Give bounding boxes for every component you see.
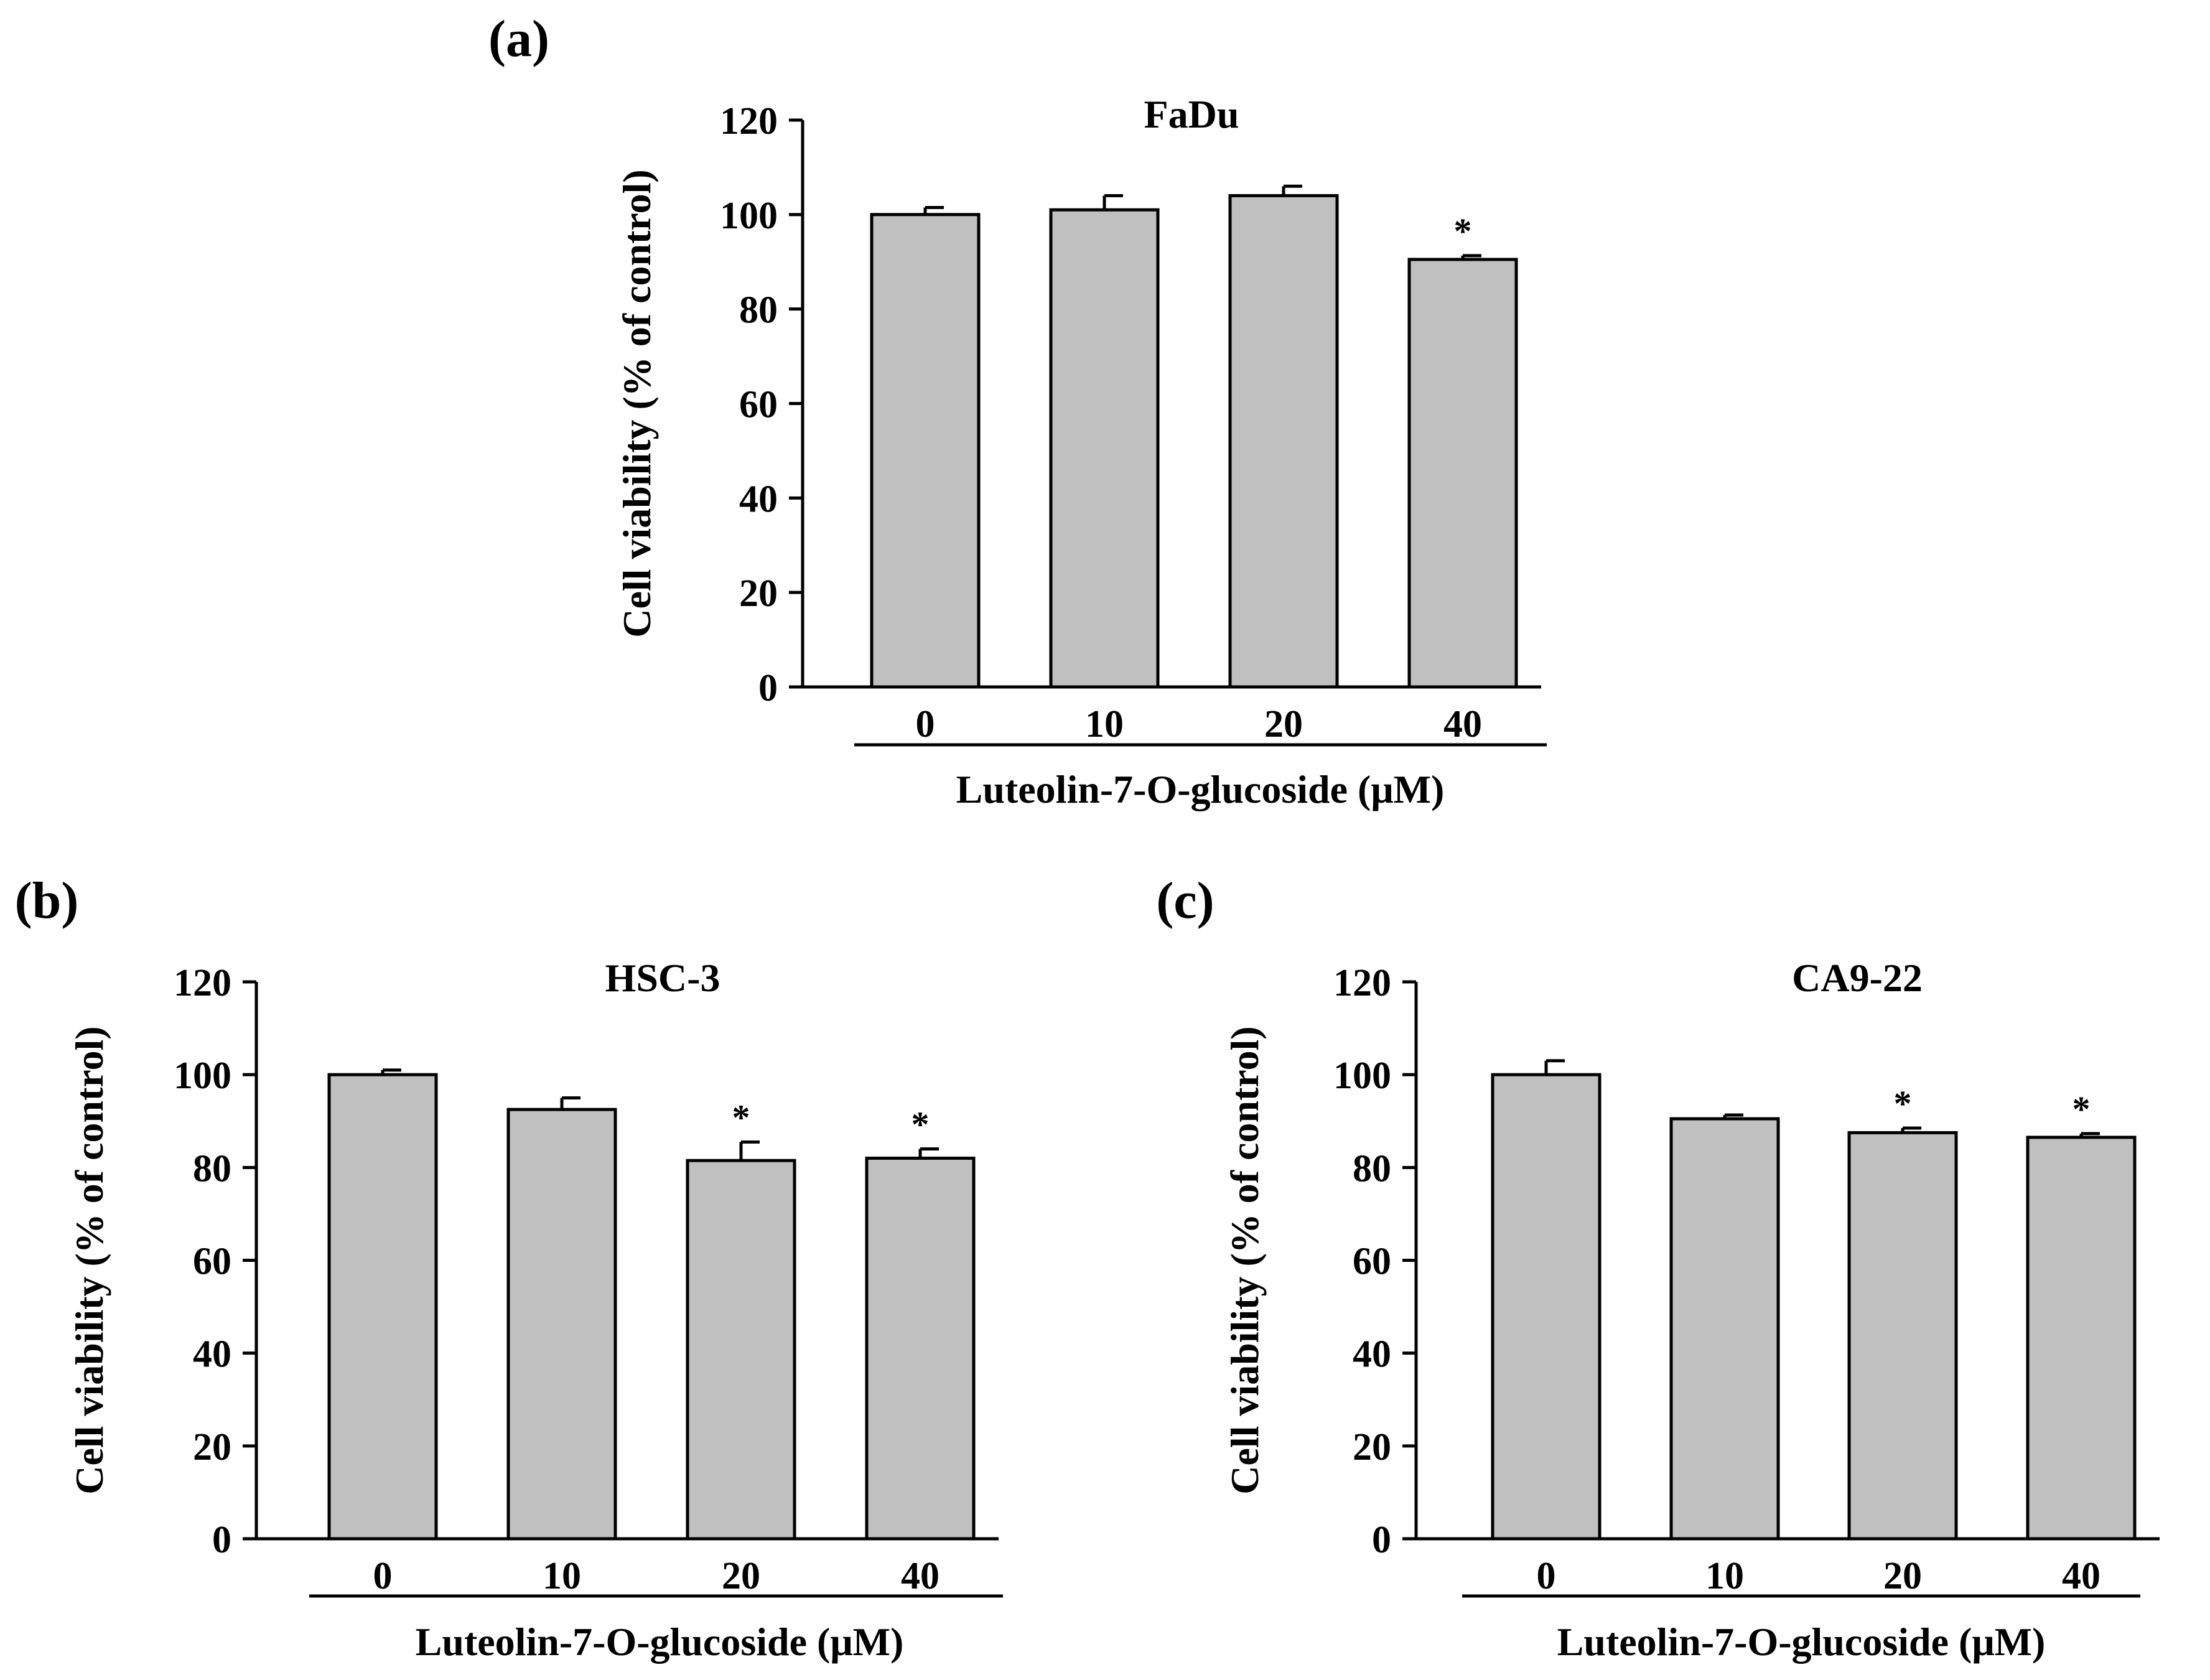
y-tick-label: 80 [739, 289, 778, 332]
significance-marker: * [1894, 1083, 1912, 1124]
y-tick-label: 60 [739, 384, 778, 426]
y-axis-label: Cell viability (% of control) [67, 1026, 111, 1495]
x-axis-label: Luteolin-7-O-glucoside (μM) [1557, 1620, 2046, 1664]
y-tick-label: 120 [1333, 962, 1391, 1004]
bar [2026, 1136, 2137, 1541]
y-tick-label: 20 [193, 1426, 231, 1468]
bar [506, 1108, 617, 1541]
x-tick-label: 20 [722, 1555, 760, 1597]
y-tick-label: 40 [1353, 1333, 1391, 1376]
panel-label: (c) [1156, 872, 1214, 930]
significance-marker: * [2072, 1089, 2091, 1129]
y-tick-label: 100 [720, 195, 778, 237]
x-tick-label: 20 [1264, 703, 1303, 745]
x-tick-label: 10 [543, 1555, 581, 1597]
bar [1049, 208, 1160, 689]
y-tick-label: 100 [1333, 1055, 1391, 1097]
bar [1669, 1117, 1780, 1541]
y-tick-label: 100 [174, 1055, 231, 1097]
y-tick-label: 40 [739, 478, 778, 520]
y-tick-label: 20 [1353, 1426, 1391, 1468]
y-tick-label: 120 [174, 962, 231, 1004]
y-tick-label: 120 [720, 100, 778, 142]
chart-title: FaDu [1144, 92, 1239, 136]
y-tick-label: 60 [1353, 1241, 1391, 1283]
y-tick-label: 80 [193, 1147, 231, 1190]
x-tick-label: 40 [1443, 703, 1482, 745]
x-axis-label: Luteolin-7-O-glucoside (μM) [416, 1620, 904, 1664]
significance-marker: * [732, 1097, 750, 1137]
y-tick-label: 0 [758, 667, 778, 709]
x-tick-label: 0 [916, 703, 935, 745]
bar [1228, 194, 1339, 689]
bar [870, 213, 981, 689]
x-tick-label: 0 [1537, 1555, 1556, 1597]
y-tick-label: 20 [739, 572, 778, 615]
y-tick-label: 60 [193, 1241, 231, 1283]
bar [1407, 258, 1518, 689]
y-tick-label: 0 [212, 1519, 231, 1561]
significance-marker: * [1454, 211, 1472, 251]
y-axis-label: Cell viability (% of control) [615, 169, 659, 638]
significance-marker: * [912, 1104, 930, 1145]
x-tick-label: 20 [1883, 1555, 1922, 1597]
y-tick-label: 0 [1372, 1519, 1391, 1561]
y-tick-label: 40 [193, 1333, 231, 1376]
chart-title: CA9-22 [1792, 956, 1923, 1000]
x-tick-label: 10 [1085, 703, 1124, 745]
bar [1491, 1073, 1602, 1541]
panel-label: (b) [15, 872, 79, 930]
chart-title: HSC-3 [605, 956, 720, 1000]
bar [1847, 1131, 1958, 1541]
x-tick-label: 40 [2062, 1555, 2100, 1597]
panel-label: (a) [488, 10, 549, 68]
x-tick-label: 0 [373, 1555, 393, 1597]
y-tick-label: 80 [1353, 1147, 1391, 1190]
bar [865, 1156, 976, 1541]
y-axis-label: Cell viability (% of control) [1223, 1026, 1267, 1495]
x-axis-label: Luteolin-7-O-glucoside (μM) [956, 767, 1445, 811]
bar [686, 1159, 796, 1541]
x-tick-label: 10 [1705, 1555, 1744, 1597]
bar [327, 1073, 438, 1541]
x-tick-label: 40 [901, 1555, 939, 1597]
